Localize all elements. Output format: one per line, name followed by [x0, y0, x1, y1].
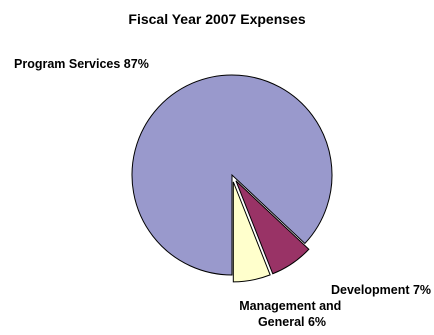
slice-label-program-services: Program Services 87%: [14, 57, 149, 71]
slice-label-management-general: Management and General 6%: [239, 299, 345, 329]
slice-label-management-general-line-2: General 6%: [258, 315, 326, 329]
slice-development: [235, 180, 310, 275]
chart-title: Fiscal Year 2007 Expenses: [128, 11, 305, 27]
slice-label-development: Development 7%: [331, 283, 431, 297]
pie-slices: [131, 74, 333, 283]
slice-label-management-general-line-1: Management and: [239, 299, 341, 313]
slice-management-general: [232, 181, 271, 283]
slice-program-services: [131, 74, 333, 276]
